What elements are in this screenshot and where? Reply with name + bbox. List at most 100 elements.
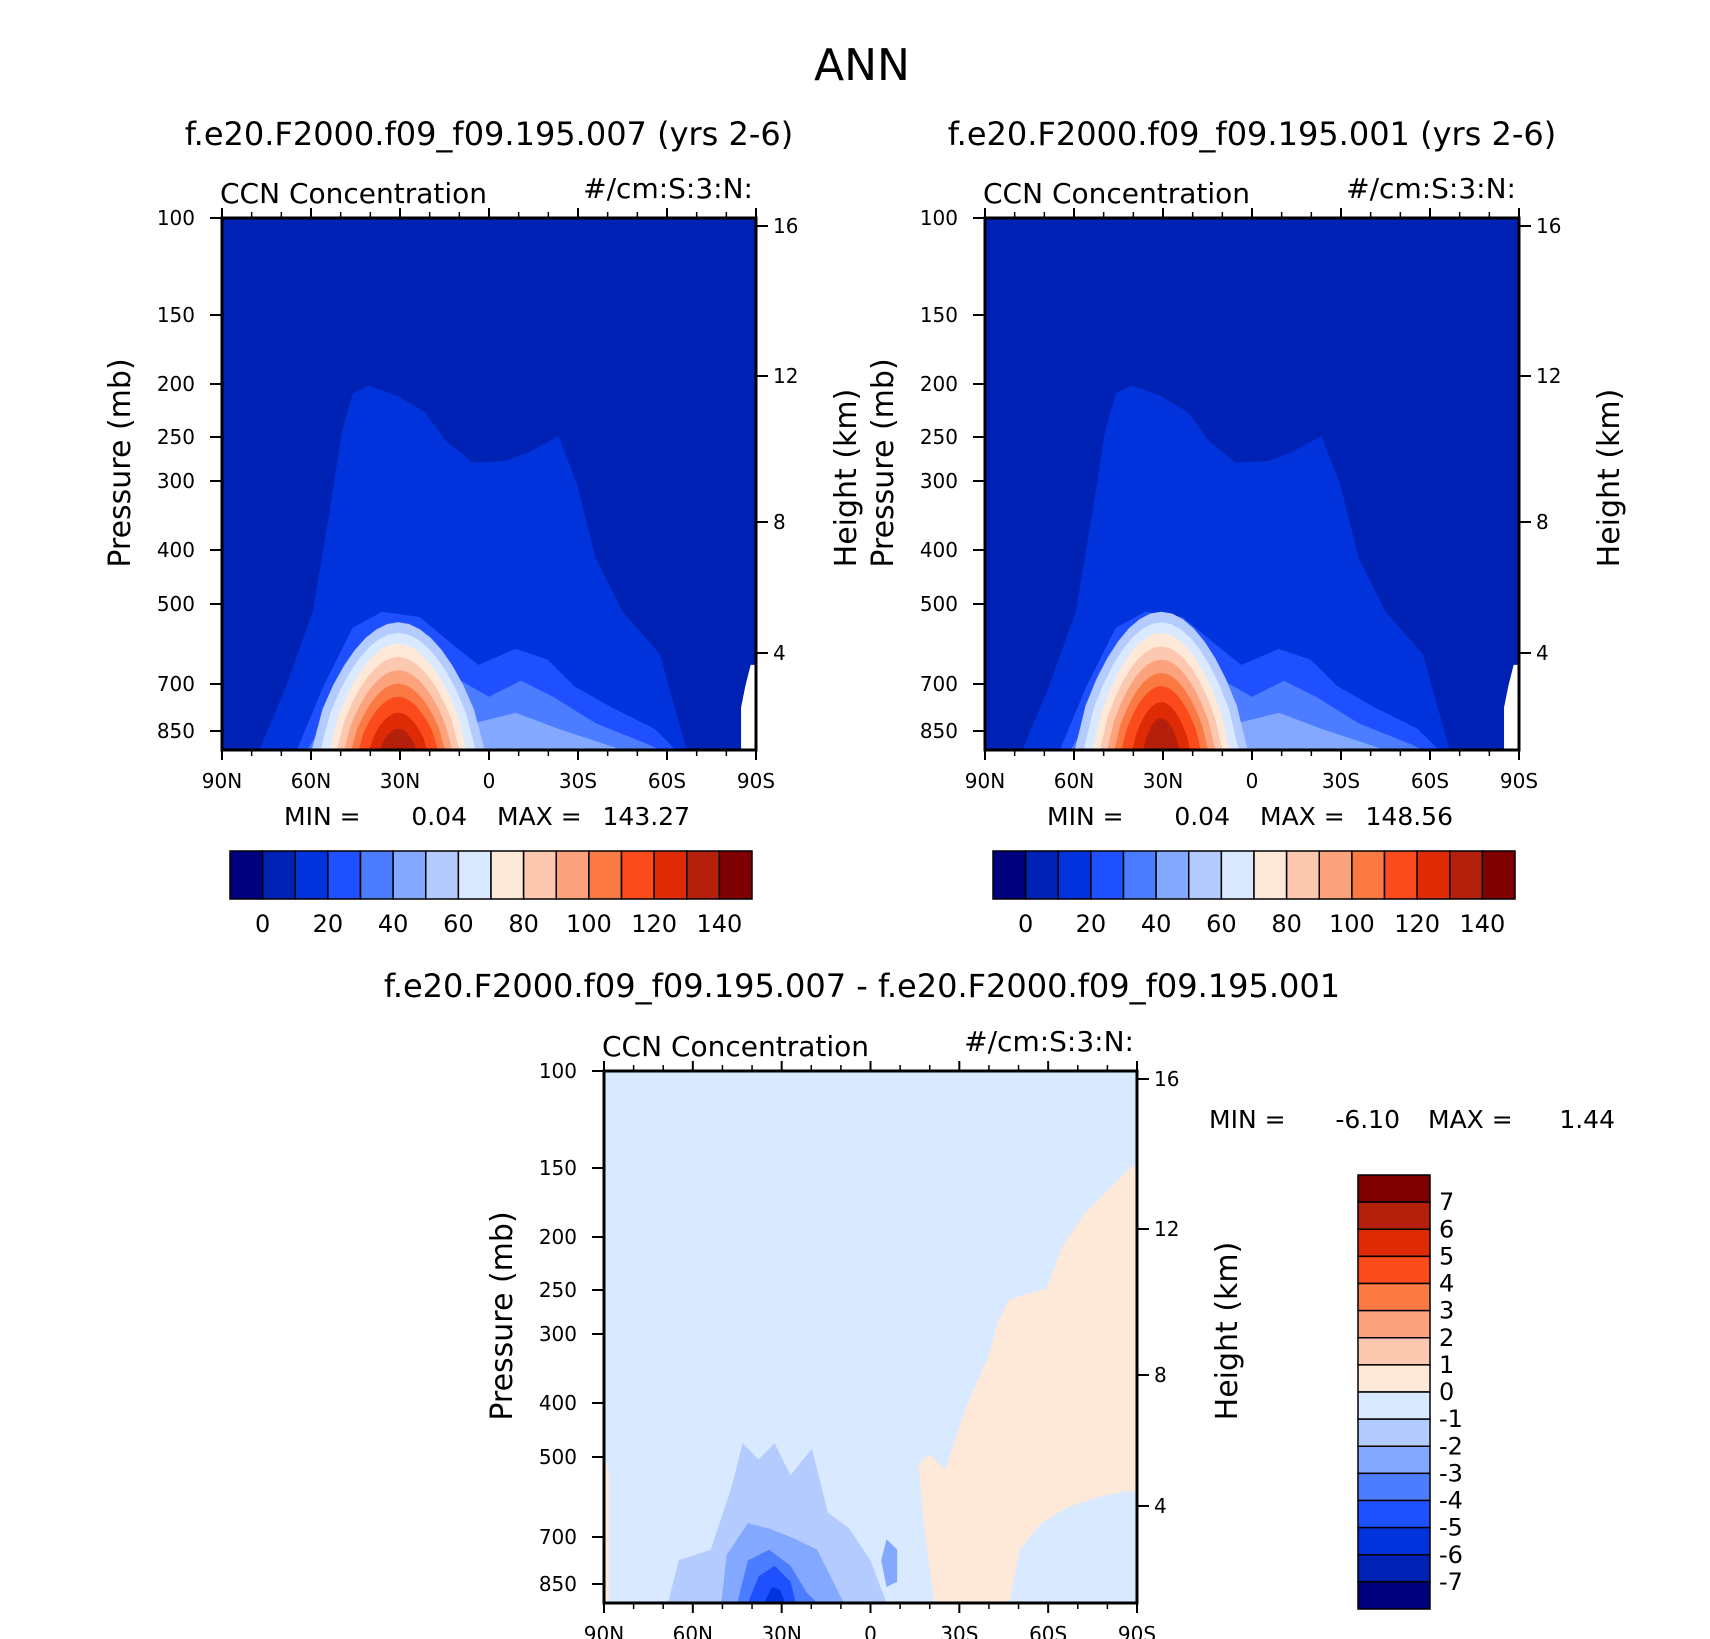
colorbar-box — [1090, 850, 1125, 900]
colorbar-label: 20 — [313, 910, 344, 938]
max-label: MAX = — [1260, 802, 1345, 831]
y-tick-label: 300 — [539, 1322, 577, 1346]
contour-positive-0-1 — [918, 1166, 1137, 1603]
colorbar-box — [1357, 1526, 1431, 1556]
colorbar-box — [359, 850, 394, 900]
colorbar-box — [686, 850, 721, 900]
colorbar-box — [1357, 1554, 1431, 1583]
y-tick-label: 200 — [157, 372, 195, 396]
colorbar-label: 2 — [1439, 1324, 1454, 1352]
min-label: MIN = — [284, 802, 361, 831]
y-tick-label: 700 — [539, 1525, 577, 1549]
y-axis-title: Pressure (mb) — [866, 358, 901, 567]
y-tick-label: 300 — [157, 469, 195, 493]
x-tick-label: 60S — [1029, 1622, 1067, 1639]
colorbar-box — [425, 850, 460, 900]
colorbar-box — [653, 850, 688, 900]
colorbar-box — [490, 850, 525, 900]
colorbar-box — [1318, 850, 1353, 900]
colorbar-box — [457, 850, 492, 900]
y-tick-label: 250 — [157, 425, 195, 449]
y-right-tick-label: 8 — [773, 510, 786, 534]
panel-title: f.e20.F2000.f09_f09.195.007 - f.e20.F200… — [384, 967, 1340, 1005]
left-string: CCN Concentration — [220, 177, 487, 210]
x-tick-label: 60N — [291, 769, 331, 793]
y-tick-label: 150 — [157, 303, 195, 327]
x-tick-label: 30N — [761, 1622, 801, 1639]
y-tick-label: 500 — [539, 1445, 577, 1469]
colorbar-box — [1481, 850, 1516, 900]
x-tick-label: 90S — [1500, 769, 1538, 793]
min-value: 0.04 — [1174, 802, 1230, 831]
colorbar-box — [1357, 1201, 1431, 1230]
x-tick-label: 60S — [648, 769, 686, 793]
colorbar-box — [1357, 1337, 1431, 1366]
colorbar-box — [1188, 850, 1223, 900]
right-string: #/cm:S:3:N: — [583, 172, 753, 205]
y-right-tick-label: 8 — [1536, 510, 1549, 534]
colorbar-box — [555, 850, 590, 900]
y-tick-label: 100 — [920, 206, 958, 230]
colorbar-box — [1357, 1472, 1431, 1502]
left-string: CCN Concentration — [602, 1030, 869, 1063]
colorbar-box — [1357, 1309, 1431, 1339]
min-label: MIN = — [1209, 1105, 1286, 1134]
colorbar-box — [229, 850, 264, 900]
colorbar-box — [1357, 1228, 1431, 1258]
colorbar-box — [1383, 850, 1418, 900]
y-tick-label: 700 — [157, 672, 195, 696]
colorbar-box — [1155, 850, 1190, 900]
colorbar-box — [1220, 850, 1255, 900]
colorbar-label: -5 — [1439, 1514, 1463, 1542]
colorbar-label: 4 — [1439, 1270, 1454, 1298]
y-tick-label: 200 — [920, 372, 958, 396]
min-value: -6.10 — [1335, 1105, 1400, 1134]
y-tick-label: 850 — [157, 719, 195, 743]
y-axis-title: Pressure (mb) — [485, 1211, 520, 1420]
colorbar-label: 3 — [1439, 1297, 1454, 1325]
y-tick-label: 500 — [157, 592, 195, 616]
y-tick-label: 850 — [920, 719, 958, 743]
colorbar-box — [1357, 1445, 1431, 1475]
contour-core-level-8 — [1143, 718, 1180, 750]
y-right-tick-label: 8 — [1154, 1363, 1167, 1387]
y-tick-label: 100 — [539, 1059, 577, 1083]
max-value: 143.27 — [603, 802, 690, 831]
missing-data-region — [1504, 664, 1519, 750]
colorbar-label: 100 — [1329, 910, 1375, 938]
y-tick-label: 100 — [157, 206, 195, 230]
right-string: #/cm:S:3:N: — [964, 1025, 1134, 1058]
max-label: MAX = — [1428, 1105, 1513, 1134]
colorbar-label: -3 — [1439, 1459, 1463, 1487]
colorbar-box — [1357, 1418, 1431, 1447]
contour-core-level-8 — [380, 728, 417, 750]
y-axis-title: Pressure (mb) — [103, 358, 138, 567]
x-tick-label: 90N — [202, 769, 242, 793]
colorbar-label: 7 — [1439, 1188, 1454, 1216]
colorbar-box — [1357, 1174, 1431, 1203]
colorbar-label: -4 — [1439, 1487, 1463, 1515]
colorbar-box — [1057, 850, 1092, 900]
y-right-tick-label: 4 — [1154, 1494, 1167, 1518]
colorbar-box — [1357, 1255, 1431, 1285]
colorbar-label: 6 — [1439, 1215, 1454, 1243]
colorbar-label: 80 — [508, 910, 539, 938]
colorbar-box — [1416, 850, 1451, 900]
colorbar-box — [992, 850, 1027, 900]
panel-title: f.e20.F2000.f09_f09.195.007 (yrs 2-6) — [185, 115, 794, 153]
colorbar-label: 80 — [1271, 910, 1302, 938]
y-tick-label: 400 — [157, 538, 195, 562]
x-tick-label: 30S — [559, 769, 597, 793]
y-right-tick-label: 12 — [773, 364, 798, 388]
x-tick-label: 0 — [1246, 769, 1259, 793]
y-right-axis-title: Height (km) — [1210, 1242, 1245, 1421]
colorbar-box — [1024, 850, 1059, 900]
max-label: MAX = — [497, 802, 582, 831]
y-tick-label: 850 — [539, 1572, 577, 1596]
contour-negative-region-south — [1009, 1491, 1137, 1603]
y-right-tick-label: 12 — [1536, 364, 1561, 388]
colorbar-label: -1 — [1439, 1405, 1463, 1433]
x-tick-label: 90S — [1118, 1622, 1156, 1639]
left-string: CCN Concentration — [983, 177, 1250, 210]
x-tick-label: 30N — [1143, 769, 1183, 793]
